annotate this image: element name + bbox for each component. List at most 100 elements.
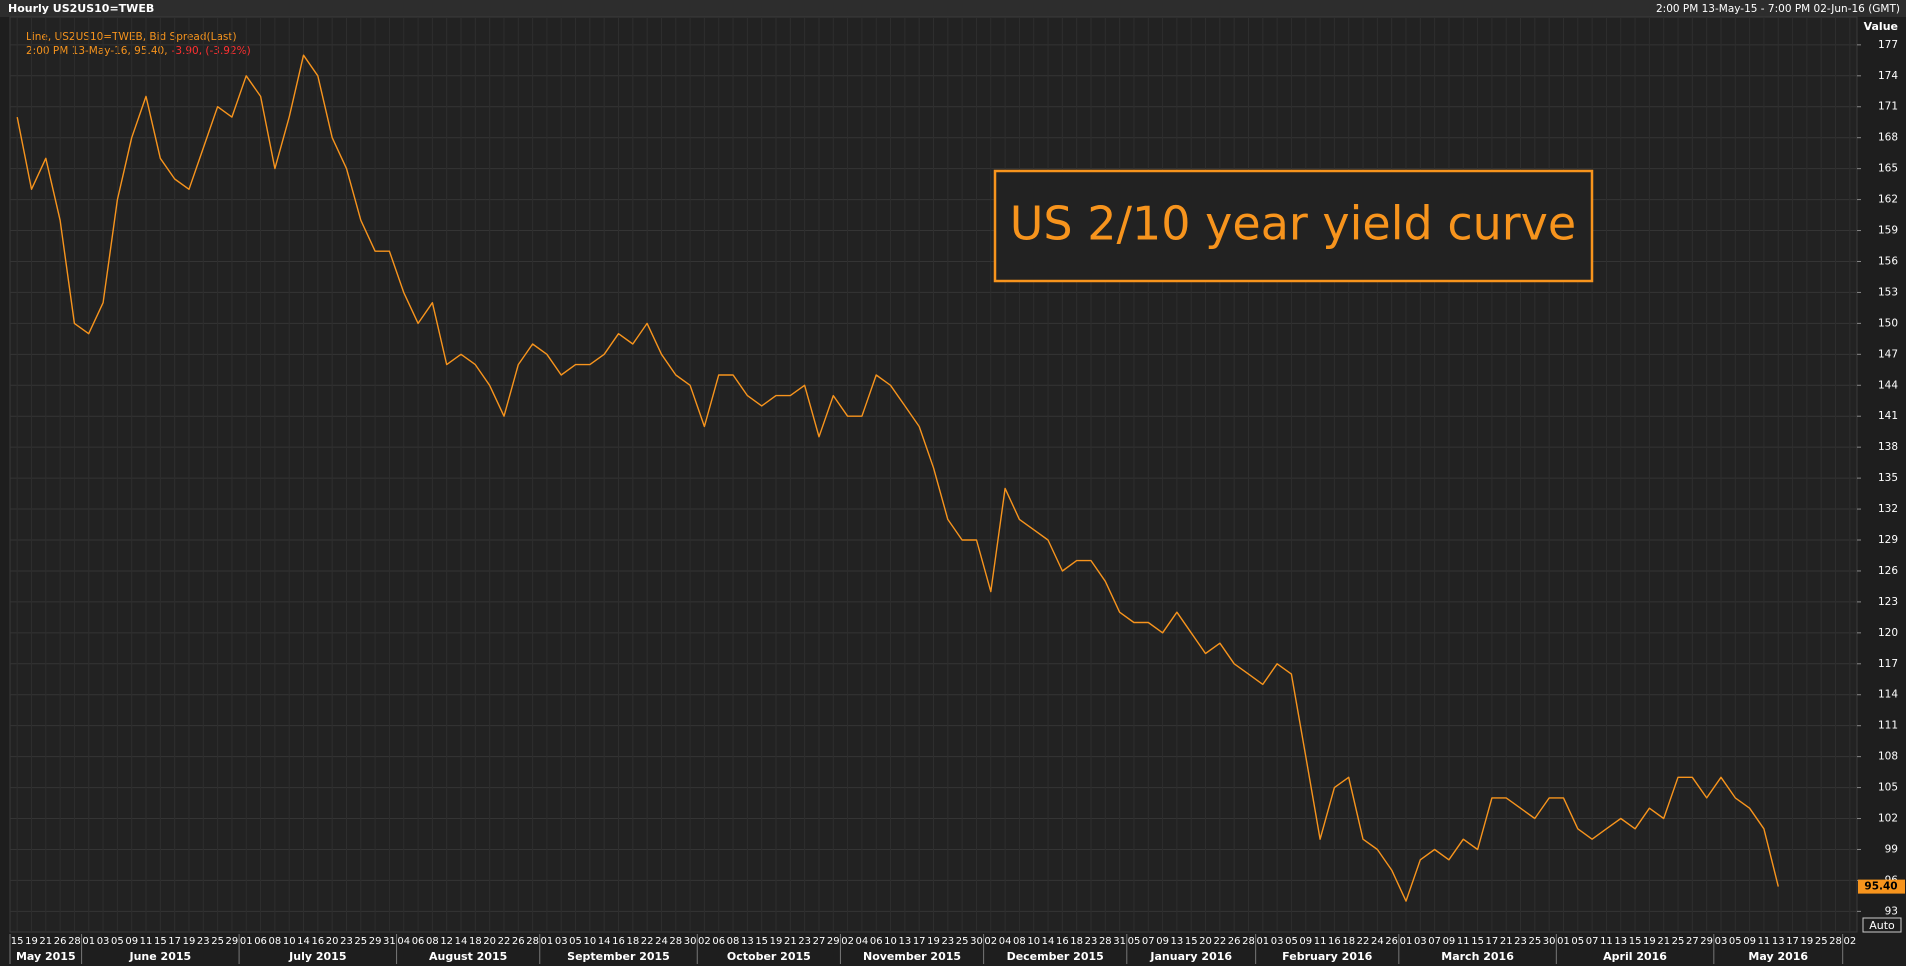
month-label: July 2015 (288, 950, 346, 963)
x-tick-label: 02 (1843, 936, 1856, 947)
y-tick-label: 168 (1878, 132, 1898, 144)
x-tick-label: 29 (1700, 936, 1713, 947)
x-tick-label: 03 (1414, 936, 1427, 947)
x-tick-label: 28 (68, 936, 81, 947)
y-tick-label: 126 (1878, 565, 1898, 577)
annotation-box (993, 169, 1594, 283)
x-tick-label: 26 (1228, 936, 1241, 947)
x-tick-label: 09 (1743, 936, 1756, 947)
x-tick-label: 25 (211, 936, 224, 947)
month-label: March 2016 (1441, 950, 1514, 963)
month-label: November 2015 (863, 950, 961, 963)
x-tick-label: 18 (1342, 936, 1355, 947)
y-tick-label: 135 (1878, 472, 1898, 484)
x-tick-label: 10 (283, 936, 296, 947)
x-tick-label: 22 (641, 936, 654, 947)
y-tick-label: 171 (1878, 101, 1898, 113)
x-tick-label: 23 (197, 936, 210, 947)
x-tick-label: 25 (956, 936, 969, 947)
x-tick-label: 13 (898, 936, 911, 947)
x-tick-label: 16 (1056, 936, 1069, 947)
x-tick-label: 28 (1099, 936, 1112, 947)
x-tick-label: 25 (1815, 936, 1828, 947)
last-value-label: 95.40 (1864, 881, 1897, 893)
x-tick-label: 22 (498, 936, 511, 947)
y-tick-label: 141 (1878, 410, 1898, 422)
auto-button-label[interactable]: Auto (1869, 919, 1895, 932)
x-tick-label: 21 (1500, 936, 1513, 947)
x-tick-label: 03 (555, 936, 568, 947)
y-tick-label: 93 (1885, 905, 1898, 917)
y-tick-label: 108 (1878, 751, 1898, 763)
x-tick-label: 29 (827, 936, 840, 947)
x-tick-label: 04 (999, 936, 1012, 947)
y-tick-label: 120 (1878, 627, 1898, 639)
x-tick-label: 30 (970, 936, 983, 947)
month-label: September 2015 (567, 950, 670, 963)
month-label: December 2015 (1007, 950, 1104, 963)
y-tick-label: 153 (1878, 286, 1898, 298)
x-tick-label: 13 (1614, 936, 1627, 947)
x-tick-label: 08 (727, 936, 740, 947)
x-tick-label: 19 (927, 936, 940, 947)
y-tick-label: 147 (1878, 348, 1898, 360)
x-tick-label: 11 (1600, 936, 1613, 947)
y-tick-label: 111 (1878, 720, 1898, 732)
x-tick-label: 18 (626, 936, 639, 947)
x-tick-label: 25 (1528, 936, 1541, 947)
y-tick-label: 102 (1878, 813, 1898, 825)
x-tick-label: 23 (798, 936, 811, 947)
y-tick-label: 99 (1885, 843, 1898, 855)
x-tick-label: 10 (884, 936, 897, 947)
x-tick-label: 19 (1643, 936, 1656, 947)
x-tick-label: 19 (770, 936, 783, 947)
x-tick-label: 15 (1185, 936, 1198, 947)
x-tick-label: 30 (684, 936, 697, 947)
x-tick-label: 31 (383, 936, 396, 947)
x-tick-label: 29 (226, 936, 239, 947)
x-tick-label: 17 (1486, 936, 1499, 947)
x-tick-label: 20 (483, 936, 496, 947)
x-tick-label: 05 (111, 936, 124, 947)
x-tick-label: 23 (941, 936, 954, 947)
y-tick-label: 162 (1878, 194, 1898, 206)
y-tick-label: 177 (1878, 39, 1898, 51)
y-tick-label: 114 (1878, 689, 1898, 701)
x-tick-label: 29 (369, 936, 382, 947)
x-tick-label: 19 (183, 936, 196, 947)
x-tick-label: 26 (54, 936, 67, 947)
x-tick-label: 01 (1400, 936, 1413, 947)
x-tick-label: 15 (1629, 936, 1642, 947)
y-tick-label: 174 (1878, 70, 1898, 82)
y-tick-label: 117 (1878, 658, 1898, 670)
header-bar (0, 0, 1906, 17)
y-tick-label: 123 (1878, 596, 1898, 608)
y-tick-label: 144 (1878, 379, 1898, 391)
x-tick-label: 04 (397, 936, 410, 947)
x-tick-label: 01 (1557, 936, 1570, 947)
x-tick-label: 06 (254, 936, 267, 947)
y-tick-label: 138 (1878, 441, 1898, 453)
month-label: April 2016 (1603, 950, 1667, 963)
x-tick-label: 16 (311, 936, 324, 947)
x-tick-label: 15 (11, 936, 24, 947)
month-label: February 2016 (1282, 950, 1372, 963)
month-label: June 2015 (129, 950, 192, 963)
y-axis-label: Value (1864, 20, 1898, 33)
x-tick-label: 02 (984, 936, 997, 947)
month-label: May 2015 (16, 950, 76, 963)
x-tick-label: 15 (154, 936, 167, 947)
month-label: October 2015 (727, 950, 811, 963)
x-tick-label: 17 (1786, 936, 1799, 947)
y-tick-label: 105 (1878, 782, 1898, 794)
x-tick-label: 28 (1242, 936, 1255, 947)
x-tick-label: 20 (326, 936, 339, 947)
x-tick-label: 16 (1328, 936, 1341, 947)
x-tick-label: 14 (297, 936, 310, 947)
x-tick-label: 01 (1256, 936, 1269, 947)
auto-button[interactable] (1862, 917, 1902, 933)
x-tick-label: 21 (784, 936, 797, 947)
x-tick-label: 12 (440, 936, 453, 947)
